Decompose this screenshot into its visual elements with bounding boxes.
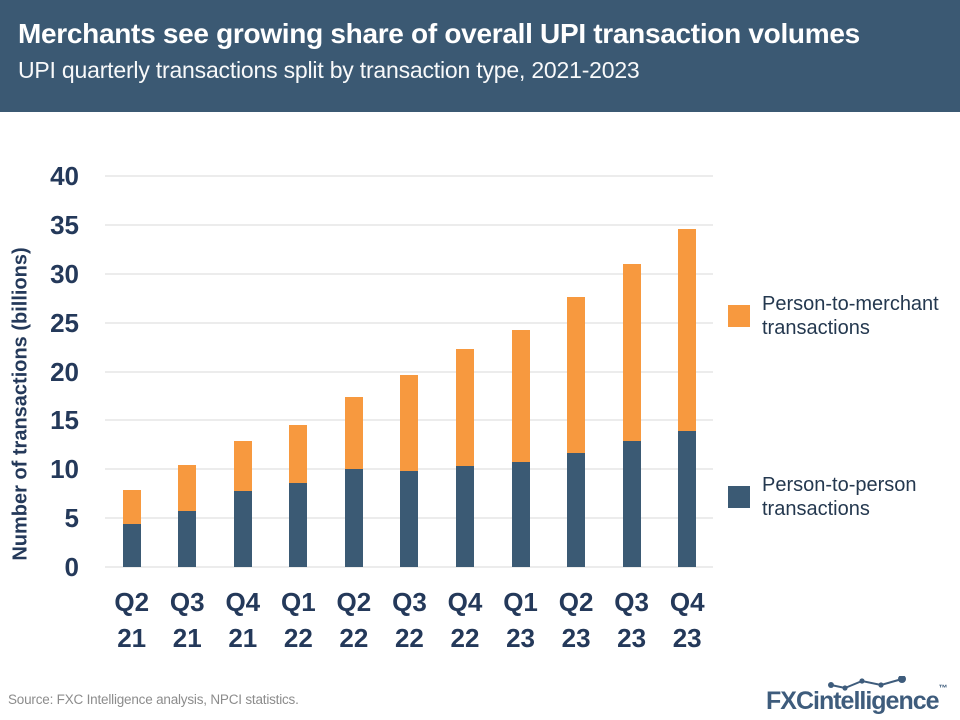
bar-segment-person-to-merchant (567, 297, 586, 453)
legend-label-person-to-merchant: Person-to-merchant transactions (762, 293, 939, 339)
x-axis-label: Q4 23 (669, 587, 705, 653)
bar-segment-person-to-merchant (678, 228, 697, 432)
y-axis-tick-label: 10 (50, 454, 79, 485)
chart-title: Merchants see growing share of overall U… (18, 18, 860, 49)
legend-swatch-person-to-person (728, 486, 750, 508)
gridline (105, 175, 713, 177)
x-axis-label: Q1 22 (281, 587, 316, 653)
bar-segment-person-to-person (567, 452, 586, 567)
bar-segment-person-to-merchant (122, 489, 141, 524)
bar-segment-person-to-merchant (289, 425, 308, 483)
legend-item-person-to-person: Person-to-person transactions (728, 473, 952, 521)
y-axis-tick-label: 30 (50, 258, 79, 289)
legend-item-person-to-merchant: Person-to-merchant transactions (728, 292, 952, 340)
legend-swatch-person-to-merchant (728, 305, 750, 327)
x-axis-label: Q4 22 (447, 587, 483, 653)
legend-label-person-to-person: Person-to-person transactions (762, 474, 917, 520)
x-axis-label: Q1 23 (503, 587, 538, 653)
plot-area (105, 175, 713, 568)
bar-segment-person-to-merchant (344, 396, 363, 470)
gridline (105, 566, 713, 568)
x-axis-label: Q2 22 (336, 587, 372, 653)
y-axis-tick-label: 25 (50, 307, 79, 338)
y-axis-tick-label: 35 (50, 209, 79, 240)
x-axis-label: Q3 23 (614, 587, 649, 653)
bar-segment-person-to-person (233, 490, 252, 567)
logo-chart-squiggle-icon (828, 676, 906, 691)
bar-segment-person-to-merchant (622, 263, 641, 441)
gridline (105, 272, 713, 275)
y-axis-tick-label: 40 (50, 161, 79, 191)
bar-segment-person-to-merchant (400, 375, 419, 472)
y-axis-tick-label: 15 (50, 405, 79, 436)
gridline (105, 370, 713, 373)
bar-segment-person-to-person (178, 511, 197, 567)
brand-logo: FXCintelligence™ (766, 676, 956, 716)
x-axis-label: Q3 22 (392, 587, 427, 653)
bar-segment-person-to-merchant (178, 465, 197, 512)
header-banner: Merchants see growing share of overall U… (0, 0, 960, 112)
x-axis-label: Q2 23 (558, 587, 594, 653)
bar-segment-person-to-person (400, 471, 419, 567)
gridline (105, 321, 713, 324)
bar-segment-person-to-person (122, 523, 141, 567)
logo-text: FXCintelligence™ (766, 683, 948, 715)
bar-segment-person-to-person (622, 440, 641, 567)
source-note: Source: FXC Intelligence analysis, NPCI … (8, 692, 299, 707)
bar-segment-person-to-person (511, 462, 530, 567)
bar-segment-person-to-person (344, 469, 363, 567)
gridline (105, 223, 713, 226)
x-axis-label: Q2 21 (114, 587, 150, 653)
y-axis-tick-label: 20 (50, 356, 79, 387)
y-axis-tick-label: 0 (64, 552, 79, 582)
x-axis-label: Q3 21 (169, 587, 205, 653)
bar-segment-person-to-person (678, 431, 697, 567)
bar-segment-person-to-person (289, 482, 308, 567)
x-axis-label: Q4 21 (225, 587, 261, 653)
bar-segment-person-to-merchant (456, 349, 474, 467)
chart-subtitle: UPI quarterly transactions split by tran… (18, 57, 640, 83)
logo-trademark: ™ (938, 683, 948, 693)
bar-segment-person-to-person (456, 466, 474, 567)
y-axis-tick-label: 5 (64, 503, 79, 534)
bar-segment-person-to-merchant (233, 440, 252, 491)
bar-segment-person-to-merchant (511, 330, 530, 463)
